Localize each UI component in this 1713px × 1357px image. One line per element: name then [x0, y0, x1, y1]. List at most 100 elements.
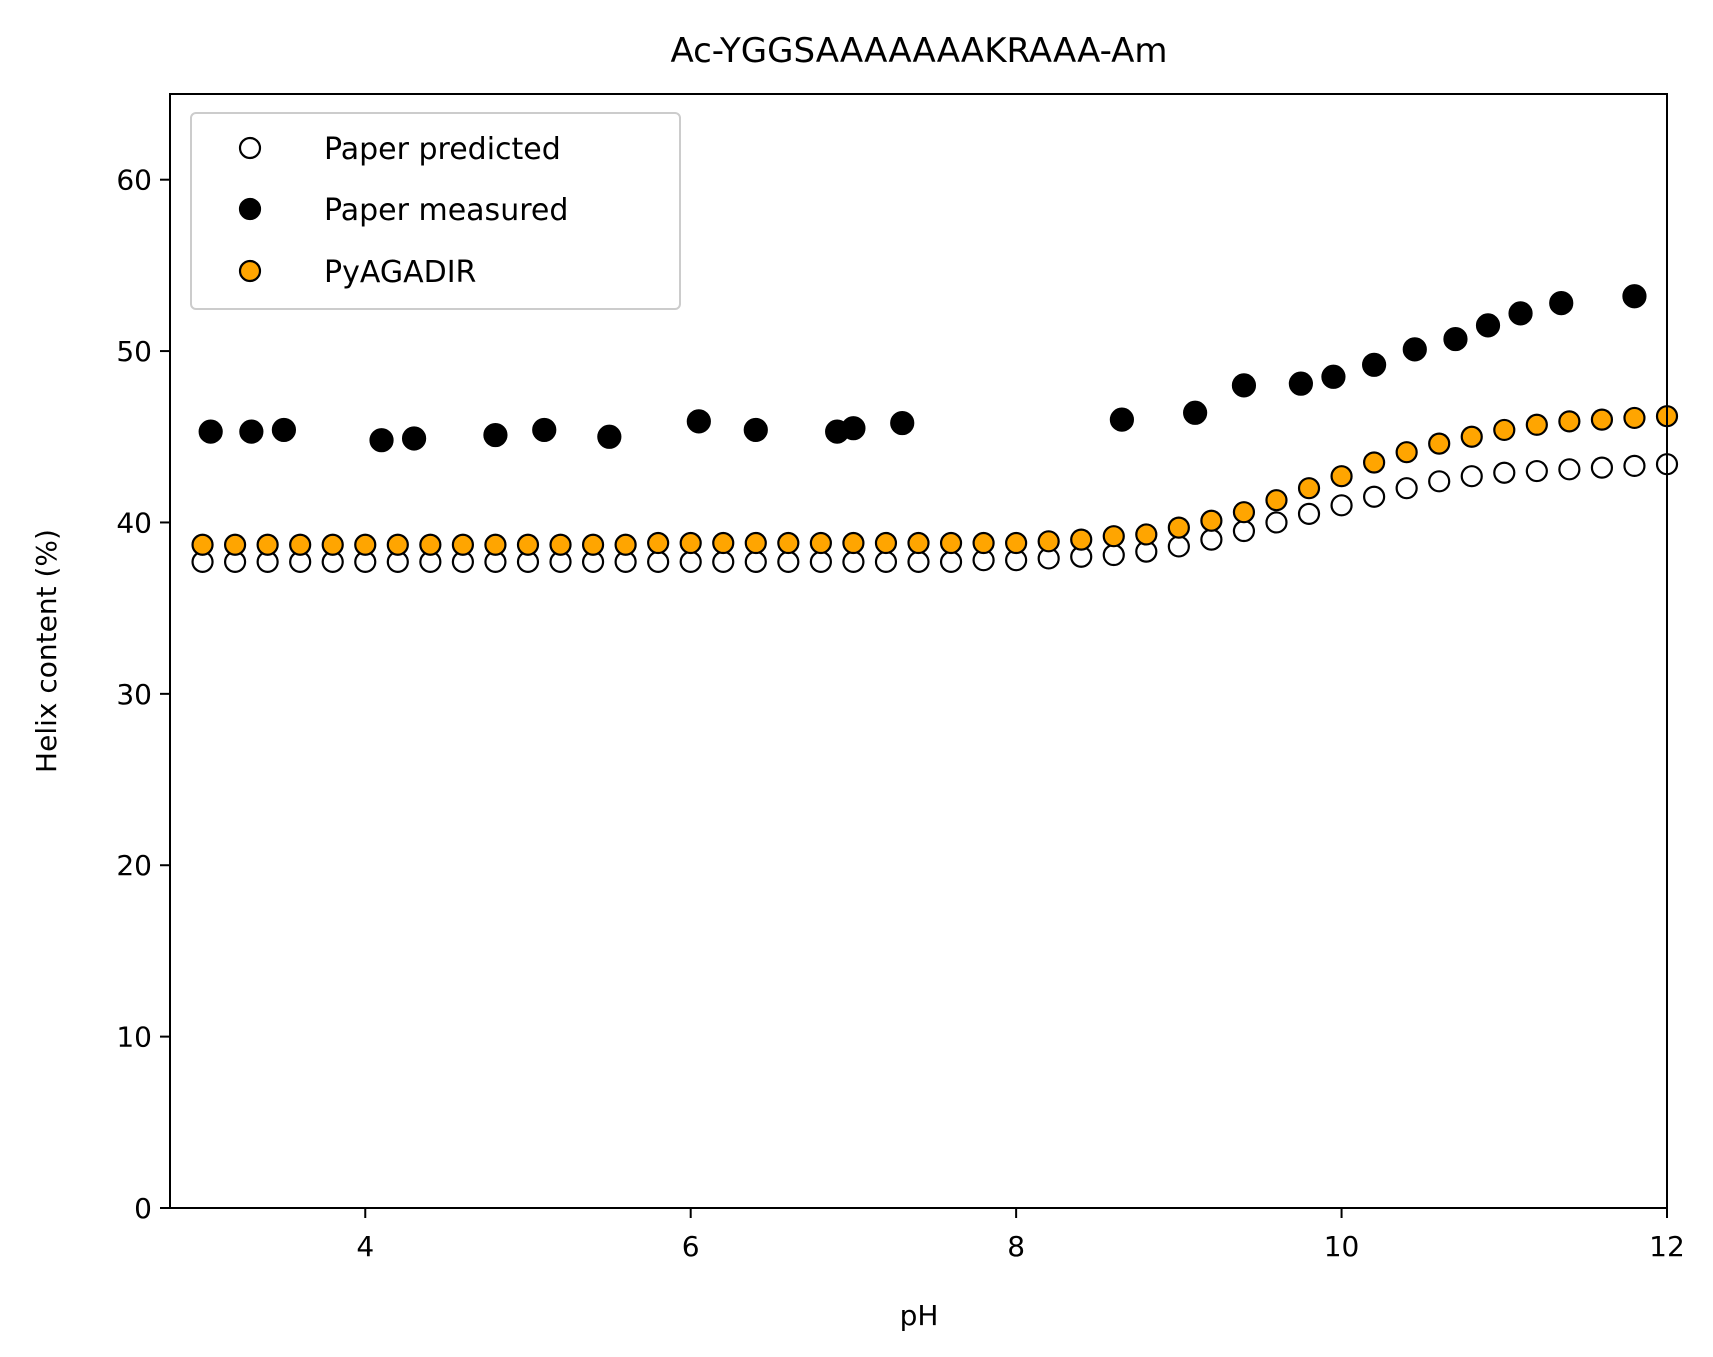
- legend-label: Paper measured: [324, 193, 568, 228]
- data-point: [256, 533, 279, 556]
- data-point: [1109, 407, 1134, 432]
- data-point: [972, 531, 995, 555]
- data-point: [1363, 451, 1386, 474]
- legend-marker: [238, 197, 262, 221]
- data-point: [289, 533, 312, 556]
- data-point: [1330, 494, 1353, 517]
- data-point: [1102, 543, 1125, 567]
- data-point: [1623, 406, 1646, 430]
- x-tick-label: 10: [1324, 1230, 1360, 1263]
- data-point: [809, 550, 832, 573]
- x-axis: 4 6 8 10 12: [356, 1208, 1685, 1263]
- data-point: [1590, 408, 1614, 431]
- data-point: [1623, 454, 1646, 478]
- data-point: [712, 531, 735, 555]
- data-point: [1590, 456, 1614, 479]
- data-point: [907, 550, 930, 573]
- data-point: [1200, 528, 1223, 551]
- data-point: [239, 419, 264, 444]
- data-point: [743, 417, 768, 443]
- plot-frame: [169, 93, 1668, 1209]
- legend-marker: [238, 136, 262, 160]
- data-point: [191, 533, 214, 556]
- data-point: [647, 550, 670, 573]
- data-point: [744, 550, 767, 573]
- data-point: [223, 533, 247, 556]
- chart-title: Ac-YGGSAAAAAAAKRAAA-Am: [670, 31, 1167, 71]
- data-point: [1232, 519, 1256, 543]
- data-point: [198, 419, 223, 444]
- data-point: [1395, 477, 1418, 500]
- data-point: [1362, 352, 1387, 377]
- y-tick-label: 20: [116, 849, 152, 882]
- series-pyagadir: [191, 405, 1679, 556]
- data-point: [1363, 485, 1386, 508]
- data-point: [1558, 410, 1581, 433]
- legend: Paper predicted Paper measured PyAGADIR: [190, 112, 681, 310]
- data-point: [907, 531, 930, 555]
- series-paper-measured: [198, 284, 1647, 453]
- data-point: [1460, 425, 1483, 448]
- data-point: [1395, 441, 1418, 464]
- data-point: [1167, 535, 1190, 558]
- data-point: [777, 531, 800, 555]
- legend-label: Paper predicted: [324, 132, 561, 167]
- x-axis-label: pH: [900, 1299, 939, 1332]
- data-point: [1493, 418, 1516, 442]
- data-point: [1558, 458, 1581, 481]
- data-point: [1265, 511, 1288, 534]
- x-tick-label: 6: [682, 1230, 700, 1263]
- data-point: [401, 426, 427, 451]
- data-point: [386, 533, 409, 556]
- data-point: [1200, 509, 1223, 532]
- data-point: [890, 410, 915, 436]
- data-point: [842, 531, 865, 555]
- legend-marker: [238, 259, 262, 283]
- data-point: [712, 550, 735, 573]
- legend-box: [190, 112, 681, 310]
- data-point: [1525, 413, 1548, 436]
- data-point: [842, 550, 865, 573]
- data-point: [939, 531, 963, 555]
- data-point: [1037, 530, 1060, 553]
- y-tick-label: 0: [134, 1192, 152, 1225]
- data-point: [549, 533, 572, 556]
- data-point: [1288, 371, 1313, 396]
- x-tick-label: 12: [1649, 1230, 1685, 1263]
- data-point: [1460, 465, 1483, 488]
- data-point: [1232, 501, 1256, 524]
- data-point: [581, 533, 605, 556]
- data-point: [1428, 432, 1451, 455]
- data-point: [1135, 523, 1158, 546]
- data-point: [1102, 525, 1125, 548]
- data-point: [321, 533, 344, 556]
- y-axis-label: Helix content (%): [30, 529, 63, 773]
- data-point: [1330, 465, 1353, 488]
- data-point: [686, 409, 711, 434]
- data-point: [1265, 489, 1288, 512]
- data-point: [1402, 337, 1427, 362]
- data-point: [777, 550, 800, 573]
- data-point: [679, 531, 702, 555]
- data-point: [1508, 301, 1533, 326]
- data-point: [1321, 364, 1346, 389]
- y-tick-label: 40: [116, 506, 152, 539]
- data-point: [939, 550, 963, 573]
- data-point: [647, 531, 670, 555]
- legend-label: PyAGADIR: [324, 255, 476, 290]
- data-point: [516, 533, 540, 556]
- y-axis: 0 10 20 30 40 50 60: [116, 164, 170, 1225]
- x-tick-label: 4: [356, 1230, 374, 1263]
- data-point: [614, 533, 637, 556]
- data-point: [271, 417, 297, 443]
- data-point: [679, 550, 702, 573]
- y-tick-label: 50: [116, 335, 152, 368]
- data-point: [1549, 290, 1574, 316]
- data-point: [1297, 502, 1321, 525]
- data-point: [597, 424, 622, 449]
- data-point: [1525, 459, 1548, 483]
- data-point: [1297, 477, 1321, 500]
- series-paper-predicted: [191, 453, 1679, 573]
